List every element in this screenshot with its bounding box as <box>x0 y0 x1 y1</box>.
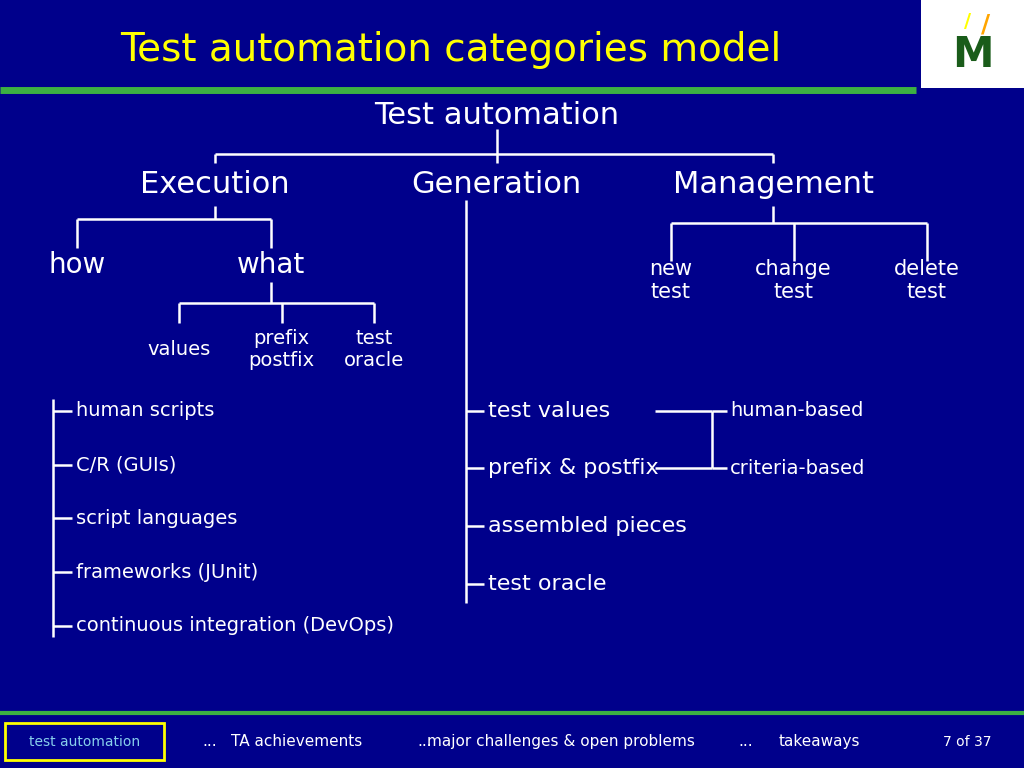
Text: test automation: test automation <box>30 735 140 749</box>
Text: prefix
postfix: prefix postfix <box>249 329 314 370</box>
Text: delete
test: delete test <box>894 259 959 302</box>
Text: 7 of 37: 7 of 37 <box>943 735 991 749</box>
Text: continuous integration (DevOps): continuous integration (DevOps) <box>76 617 394 635</box>
Text: test values: test values <box>488 401 610 421</box>
Text: takeaways: takeaways <box>778 734 860 750</box>
Text: Test automation: Test automation <box>374 101 620 130</box>
Text: test
oracle: test oracle <box>344 329 403 370</box>
Text: how: how <box>48 251 105 279</box>
Text: M: M <box>952 35 993 76</box>
Text: prefix & postfix: prefix & postfix <box>488 458 659 478</box>
Text: ...: ... <box>738 734 753 750</box>
FancyBboxPatch shape <box>5 723 164 760</box>
Text: new
test: new test <box>649 259 692 302</box>
Text: Generation: Generation <box>412 170 582 199</box>
Text: assembled pieces: assembled pieces <box>488 516 687 536</box>
Text: test oracle: test oracle <box>488 574 607 594</box>
Text: Execution: Execution <box>140 170 290 199</box>
Text: change
test: change test <box>756 259 831 302</box>
Text: criteria-based: criteria-based <box>730 459 865 478</box>
Text: C/R (GUIs): C/R (GUIs) <box>76 455 176 474</box>
Bar <box>921 0 1024 88</box>
Text: /: / <box>981 12 989 37</box>
Text: ...: ... <box>203 734 217 750</box>
Text: frameworks (JUnit): frameworks (JUnit) <box>76 563 258 581</box>
Text: human-based: human-based <box>730 402 863 420</box>
Text: script languages: script languages <box>76 509 238 528</box>
Text: TA achievements: TA achievements <box>231 734 362 750</box>
Text: Management: Management <box>673 170 873 199</box>
Text: what: what <box>238 251 305 279</box>
Text: ...: ... <box>418 734 432 750</box>
Text: /: / <box>965 12 971 31</box>
Text: major challenges & open problems: major challenges & open problems <box>427 734 695 750</box>
Text: values: values <box>147 340 211 359</box>
Text: human scripts: human scripts <box>76 402 214 420</box>
Text: Test automation categories model: Test automation categories model <box>120 31 781 69</box>
